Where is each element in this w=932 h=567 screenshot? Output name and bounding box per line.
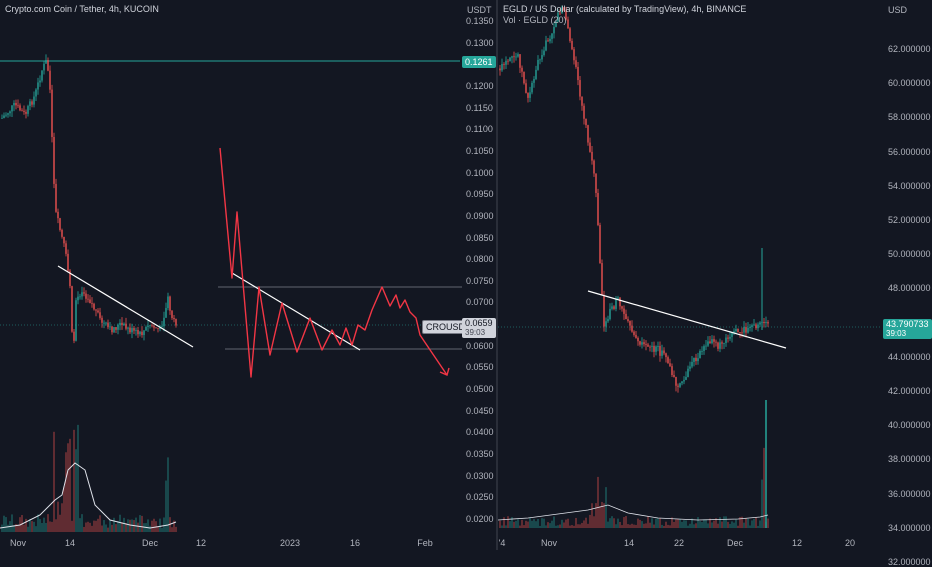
time-tick-label: 12 — [195, 538, 207, 548]
price-projection-path[interactable] — [219, 147, 448, 378]
time-tick-label: 14 — [623, 538, 635, 548]
time-tick-label: Feb — [417, 538, 433, 548]
price-tick-label: 54.000000 — [888, 180, 931, 191]
projection-arrowhead — [439, 367, 450, 376]
time-tick-label: Dec — [141, 538, 159, 548]
horizontal-line-price-tag: 0.1261 — [462, 56, 496, 68]
price-tick-label: 56.000000 — [888, 146, 931, 157]
price-tick-label: 0.1300 — [466, 37, 494, 48]
descending-trendline[interactable] — [57, 265, 194, 348]
time-tick-label: Nov — [540, 538, 558, 548]
price-tick-label: 0.0750 — [466, 275, 494, 286]
chart-pane-crousdt[interactable]: Crypto.com Coin / Tether, 4h, KUCOIN USD… — [0, 0, 496, 550]
price-tick-label: 0.0850 — [466, 232, 494, 243]
crousdt-price-chart[interactable] — [0, 0, 496, 550]
price-tick-label: 50.000000 — [888, 249, 931, 260]
price-tick-label: 0.0450 — [466, 405, 494, 416]
price-tick-label: 0.1050 — [466, 145, 494, 156]
price-tick-label: 36.000000 — [888, 488, 931, 499]
pane-divider[interactable] — [496, 0, 498, 550]
time-tick-label: Dec — [726, 538, 744, 548]
price-tick-label: 40.000000 — [888, 420, 931, 431]
time-tick-label: 2023 — [279, 538, 301, 548]
price-tick-label: 0.1000 — [466, 167, 494, 178]
price-axis-currency: USDT — [467, 5, 492, 15]
time-tick-label: 22 — [673, 538, 685, 548]
last-price-tag: 0.0659 39:03 — [462, 318, 496, 338]
price-tick-label: 0.1150 — [466, 102, 493, 113]
price-tick-label: 34.000000 — [888, 522, 931, 533]
time-tick-label: 20 — [844, 538, 856, 548]
price-tick-label: 0.0350 — [466, 449, 494, 459]
chart-pane-egldusd[interactable]: EGLD / US Dollar (calculated by TradingV… — [498, 0, 932, 567]
price-tick-label: 0.0950 — [466, 189, 494, 200]
time-tick-label: 12 — [791, 538, 803, 548]
price-tick-label: 0.0500 — [466, 384, 494, 395]
time-tick-label: Nov — [9, 538, 27, 548]
price-tick-label: 0.0800 — [466, 254, 494, 265]
price-tick-label: 0.0250 — [466, 492, 494, 503]
price-tick-label: 48.000000 — [888, 283, 931, 294]
price-tick-label: 0.0550 — [466, 362, 494, 373]
volume-indicator-label: Vol · EGLD (20) — [503, 15, 567, 25]
price-tick-label: 44.000000 — [888, 351, 931, 362]
symbol-label-tag: CROUSDT — [422, 320, 475, 334]
price-tick-label: 52.000000 — [888, 215, 931, 225]
chart-title-egldusd: EGLD / US Dollar (calculated by TradingV… — [503, 4, 747, 14]
price-tick-label: 62.000000 — [888, 44, 931, 54]
price-tick-label: 42.000000 — [888, 386, 931, 396]
egldusd-price-chart[interactable] — [498, 0, 932, 550]
candlestick-series — [499, 5, 769, 393]
price-tick-label: 0.1200 — [466, 80, 494, 91]
volume-moving-average-line — [498, 504, 769, 521]
price-tick-label: 0.0900 — [466, 210, 494, 221]
chart-title-crousdt: Crypto.com Coin / Tether, 4h, KUCOIN — [5, 4, 159, 14]
bar-countdown: 39:03 — [465, 328, 486, 337]
volume-moving-average-line — [0, 462, 177, 529]
last-price-tag: 43.790733 39:03 — [883, 319, 932, 339]
price-axis-currency: USD — [888, 5, 908, 15]
projection-trendline[interactable] — [231, 272, 361, 351]
price-tick-label: 0.1350 — [466, 16, 494, 26]
last-price-value: 43.790733 — [886, 319, 929, 329]
price-tick-label: 58.000000 — [888, 112, 931, 123]
price-tick-label: 38.000000 — [888, 454, 931, 465]
bar-countdown: 39:03 — [886, 329, 907, 338]
volume-bars — [499, 447, 769, 528]
price-tick-label: 0.0400 — [466, 427, 494, 438]
price-tick-label: 0.0700 — [466, 297, 494, 308]
candlestick-series — [1, 54, 177, 344]
time-tick-label: 14 — [64, 538, 76, 548]
time-tick-label: '4 — [498, 538, 506, 548]
price-tick-label: 0.1100 — [466, 124, 493, 135]
price-tick-label: 32.000000 — [888, 557, 931, 567]
price-tick-label: 0.0300 — [466, 470, 494, 481]
time-tick-label: 16 — [349, 538, 361, 548]
price-tick-label: 0.0600 — [466, 340, 494, 351]
price-tick-label: 0.0200 — [466, 513, 494, 524]
price-tick-label: 60.000000 — [888, 78, 931, 89]
volume-bars — [1, 424, 177, 532]
descending-trendline[interactable] — [587, 290, 787, 349]
last-price-value: 0.0659 — [465, 318, 493, 328]
